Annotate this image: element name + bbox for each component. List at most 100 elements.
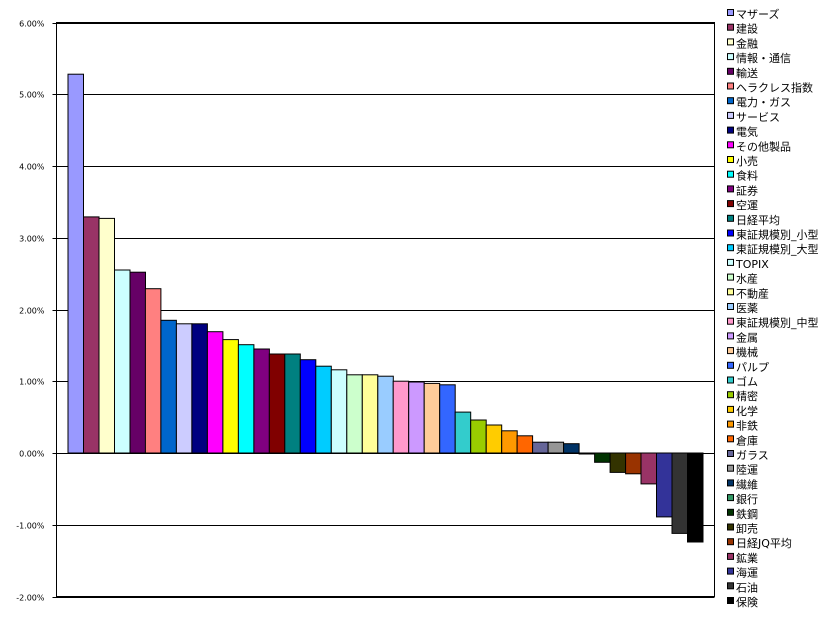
legend-label: 化学 xyxy=(736,404,758,418)
legend-label: サービス xyxy=(736,111,780,124)
bar xyxy=(361,374,379,454)
bar xyxy=(485,424,503,454)
legend-swatch xyxy=(727,38,734,46)
legend-swatch xyxy=(727,479,734,487)
legend-swatch xyxy=(727,567,734,575)
bar xyxy=(330,369,348,454)
bar xyxy=(206,331,224,454)
legend-swatch xyxy=(727,170,734,178)
legend-label: 建設 xyxy=(736,22,758,36)
legend-label: 日経JQ平均 xyxy=(736,537,792,550)
bar xyxy=(253,348,270,454)
legend-label: 東証規模別_大型 xyxy=(736,242,819,256)
bar xyxy=(284,353,301,454)
bar xyxy=(516,435,534,454)
legend-label: 海運 xyxy=(736,566,758,580)
bar xyxy=(687,452,704,543)
legend-swatch xyxy=(727,111,734,119)
y-tick-label: 1.00% xyxy=(19,378,45,387)
legend-label: 卸売 xyxy=(736,522,758,536)
bar xyxy=(144,288,162,454)
legend-swatch xyxy=(727,405,734,413)
bar xyxy=(346,374,363,454)
legend-label: パルプ xyxy=(736,361,769,374)
bar xyxy=(470,419,487,454)
legend-label: 小売 xyxy=(736,155,758,168)
legend-label: 鉱業 xyxy=(736,551,758,565)
legend-label: 陸運 xyxy=(736,464,758,477)
legend-label: 情報・通信 xyxy=(736,52,791,65)
legend-label: その他製品 xyxy=(736,139,791,153)
legend-swatch xyxy=(727,53,734,61)
legend-label: 空運 xyxy=(736,198,758,212)
bar xyxy=(439,384,456,454)
legend-swatch xyxy=(727,141,734,149)
legend-label: 輸送 xyxy=(736,66,758,80)
legend-swatch xyxy=(727,391,734,399)
bar xyxy=(501,430,518,454)
legend-swatch xyxy=(727,9,734,16)
y-tick-label: 6.00% xyxy=(19,20,45,29)
legend-swatch xyxy=(727,582,734,590)
legend: マザーズ建設金融情報・通信輸送ヘラクレス指数電力・ガスサービス電気その他製品小売… xyxy=(727,7,819,609)
bar xyxy=(114,269,131,454)
legend-label: 不動産 xyxy=(736,286,769,300)
legend-label: 食料 xyxy=(736,169,758,183)
legend-swatch xyxy=(727,376,734,384)
legend-swatch xyxy=(727,464,734,472)
bar xyxy=(191,323,208,454)
bar xyxy=(98,217,115,454)
legend-swatch xyxy=(727,317,734,325)
legend-swatch xyxy=(727,538,734,546)
legend-swatch xyxy=(727,273,734,281)
bar xyxy=(532,441,549,454)
y-tick-label: 5.00% xyxy=(19,91,45,100)
legend-swatch xyxy=(727,258,734,266)
legend-label: 精密 xyxy=(736,389,758,403)
legend-swatch xyxy=(727,156,734,163)
y-tick-label: 0.00% xyxy=(19,450,45,459)
y-tick-label: -2.00% xyxy=(16,594,45,603)
y-tick-label: 2.00% xyxy=(19,307,45,316)
bar xyxy=(175,323,193,454)
bar xyxy=(237,344,255,454)
legend-label: 医薬 xyxy=(736,302,758,315)
legend-label: 石油 xyxy=(736,580,758,594)
bars xyxy=(67,73,704,543)
legend-label: 東証規模別_小型 xyxy=(736,228,819,242)
bar xyxy=(268,353,286,454)
legend-label: 倉庫 xyxy=(736,433,758,447)
bar xyxy=(625,452,642,475)
bar xyxy=(160,319,177,454)
legend-label: 日経平均 xyxy=(736,214,780,227)
bar xyxy=(423,382,441,454)
legend-swatch xyxy=(727,23,734,31)
bar xyxy=(222,339,239,454)
legend-swatch xyxy=(727,494,734,502)
legend-label: 金属 xyxy=(736,330,758,344)
bar xyxy=(454,411,472,454)
legend-swatch xyxy=(727,67,734,75)
legend-swatch xyxy=(727,126,734,134)
legend-swatch xyxy=(727,332,734,340)
legend-swatch xyxy=(727,508,734,516)
y-tick-label: -1.00% xyxy=(16,522,45,531)
legend-label: TOPIX xyxy=(735,258,769,271)
legend-swatch xyxy=(727,185,734,193)
legend-swatch xyxy=(727,450,734,457)
y-axis-ticks: 6.00% 5.00% 4.00% 3.00% 2.00% 1.00% 0.00% -1.00… xyxy=(16,20,57,603)
legend-label: ゴム xyxy=(736,375,758,389)
bar xyxy=(656,452,673,518)
y-tick-label: 4.00% xyxy=(19,163,45,172)
legend-swatch xyxy=(727,597,734,604)
bar xyxy=(129,271,146,454)
legend-swatch xyxy=(727,523,734,531)
legend-label: 鉄鋼 xyxy=(736,507,758,521)
legend-swatch xyxy=(727,420,734,428)
legend-label: 金融 xyxy=(736,36,758,50)
legend-swatch xyxy=(727,97,734,105)
legend-swatch xyxy=(727,435,734,443)
legend-label: 東証規模別_中型 xyxy=(736,316,819,330)
bar xyxy=(315,365,332,454)
